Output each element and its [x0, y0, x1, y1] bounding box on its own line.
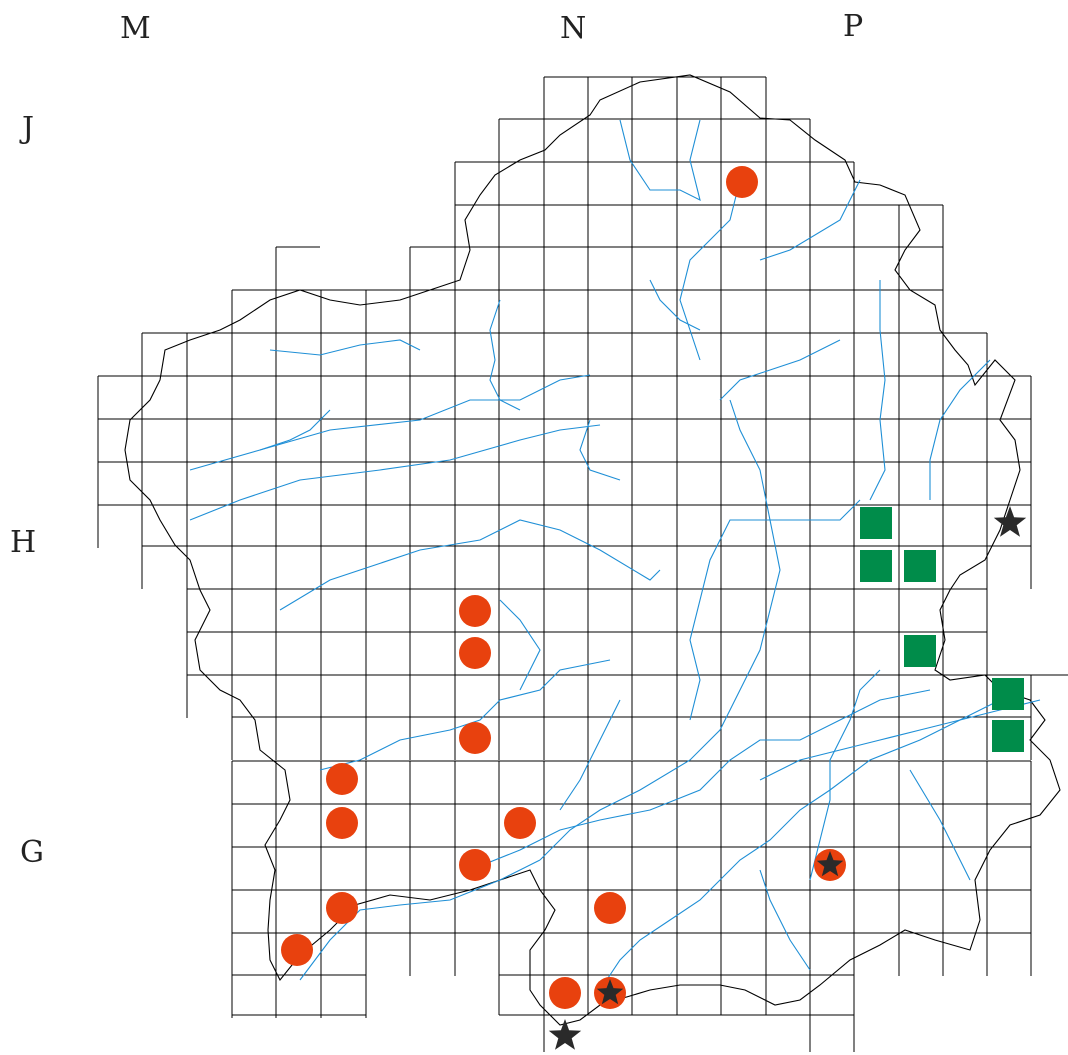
river: [489, 299, 521, 411]
river: [759, 179, 861, 261]
orange-circle-marker: [459, 722, 491, 754]
river: [809, 669, 881, 881]
row-label-j: J: [19, 111, 34, 146]
orange-circle-marker: [504, 807, 536, 839]
river-network: [189, 119, 1041, 991]
river: [559, 699, 621, 811]
orange-circle-marker: [281, 934, 313, 966]
green-square-marker: [860, 550, 892, 582]
region-border: [124, 74, 1061, 1026]
border-outline: [124, 74, 1061, 1026]
river: [319, 659, 611, 771]
green-square-marker: [904, 550, 936, 582]
river: [499, 599, 541, 691]
utm-grid: [97, 76, 1068, 1052]
river: [279, 519, 661, 611]
black-star-marker: [993, 506, 1027, 537]
orange-circle-marker: [549, 977, 581, 1009]
river: [869, 280, 886, 501]
orange-circle-marker: [326, 807, 358, 839]
row-label-h: H: [10, 525, 36, 560]
orange-circle-marker: [326, 892, 358, 924]
green-square-marker: [904, 635, 936, 667]
river: [189, 424, 601, 521]
river: [689, 499, 861, 721]
river: [719, 339, 841, 401]
river: [299, 859, 541, 981]
river: [189, 374, 591, 471]
river: [469, 689, 931, 871]
river: [759, 869, 811, 971]
river: [649, 279, 701, 331]
river: [929, 359, 991, 500]
green-square-marker: [992, 720, 1024, 752]
river: [619, 119, 701, 202]
river: [759, 699, 1041, 781]
black-star-marker: [548, 1019, 582, 1050]
river: [909, 769, 971, 881]
river: [579, 419, 621, 481]
green-square-marker: [860, 507, 892, 539]
river: [679, 179, 741, 361]
orange-circle-marker: [459, 849, 491, 881]
orange-circle-marker: [459, 595, 491, 627]
column-label-n: N: [560, 11, 586, 46]
orange-circle-marker: [326, 763, 358, 795]
orange-circle-marker: [459, 637, 491, 669]
river: [599, 699, 1001, 991]
black-star-marker: [596, 979, 624, 1005]
row-label-g: G: [20, 835, 44, 870]
orange-circle-marker: [726, 166, 758, 198]
black-star-marker: [816, 851, 844, 877]
river: [539, 399, 781, 861]
column-label-m: M: [120, 11, 151, 46]
orange-circle-marker: [594, 892, 626, 924]
column-label-p: P: [843, 9, 863, 44]
record-markers: [281, 166, 1027, 1050]
river: [259, 409, 331, 451]
river: [269, 339, 421, 356]
green-square-marker: [992, 678, 1024, 710]
